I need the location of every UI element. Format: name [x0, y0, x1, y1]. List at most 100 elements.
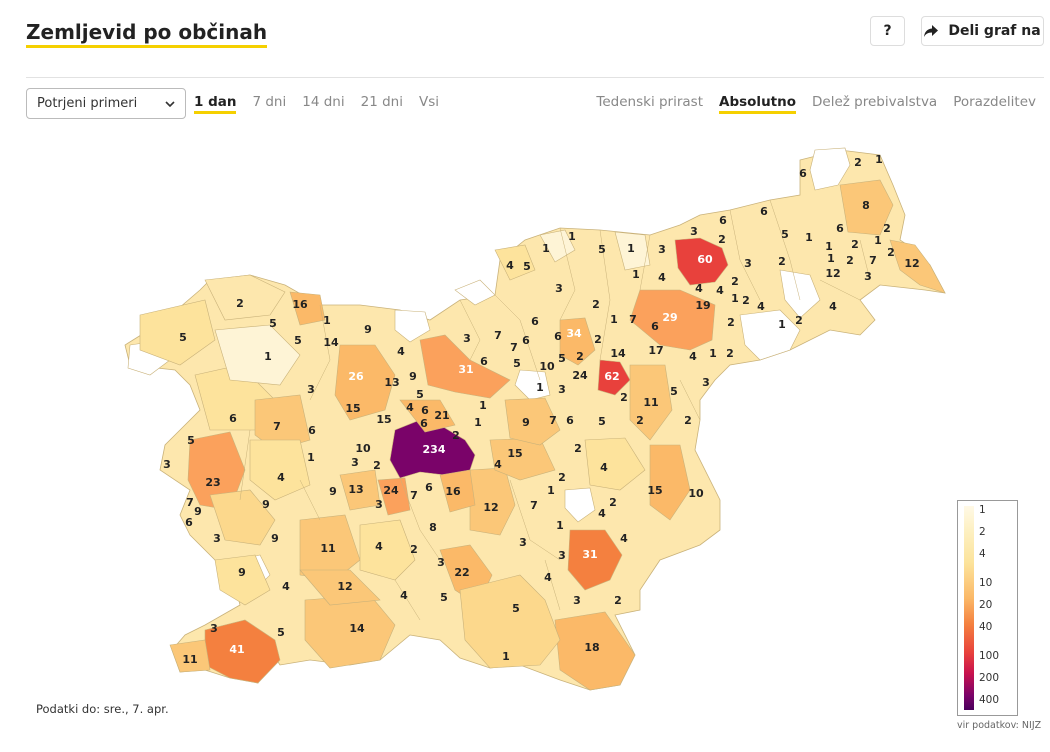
region-value-label: 10: [355, 442, 371, 455]
help-button[interactable]: ?: [870, 16, 905, 46]
region-value-label: 4: [757, 300, 765, 313]
legend-tick: 40: [979, 621, 993, 633]
data-source-note: vir podatkov: NIJZ: [957, 720, 1042, 731]
region-value-label: 7: [273, 420, 281, 433]
region-value-label: 6: [531, 315, 539, 328]
region-value-label: 7: [510, 341, 518, 354]
region-value-label: 5: [187, 434, 195, 447]
region-value-label: 4: [375, 540, 383, 553]
region-value-label: 2: [574, 442, 582, 455]
region-value-label: 6: [229, 412, 237, 425]
region-value-label: 13: [384, 376, 399, 389]
tab-tedenski-prirast[interactable]: Tedenski prirast: [596, 94, 704, 110]
region-value-label: 6: [308, 424, 316, 437]
region-value-label: 2: [854, 156, 862, 169]
help-button-label: ?: [883, 23, 892, 39]
mode-tabs: Tedenski prirast Absolutno Delež prebiva…: [596, 94, 1036, 114]
region-value-label: 1: [874, 234, 882, 247]
region-value-label: 2: [684, 414, 692, 427]
region-value-label: 8: [429, 521, 437, 534]
region-value-label: 17: [648, 344, 663, 357]
region-value-label: 3: [864, 270, 872, 283]
region-value-label: 3: [163, 458, 171, 471]
region-value-label: 5: [416, 388, 424, 401]
tab-delez-prebivalstva[interactable]: Delež prebivalstva: [812, 94, 938, 110]
region-value-label: 2: [614, 594, 622, 607]
tab-14-dni[interactable]: 14 dni: [302, 94, 345, 110]
region-value-label: 22: [454, 566, 469, 579]
region-value-label: 15: [647, 484, 662, 497]
region-value-label: 6: [421, 404, 429, 417]
region-value-label: 2: [846, 254, 854, 267]
region-value-label: 24: [572, 369, 588, 382]
region-value-label: 4: [400, 589, 408, 602]
shaded-regions: [139, 179, 946, 691]
region-value-label: 1: [825, 240, 833, 253]
legend-tick: 10: [979, 577, 993, 589]
legend-tick: 100: [979, 650, 1000, 662]
region-value-label: 3: [437, 556, 445, 569]
region-value-label: 3: [213, 532, 221, 545]
region-value-label: 1: [307, 451, 315, 464]
region-value-label: 4: [494, 458, 502, 471]
metric-select[interactable]: Potrjeni primeri: [26, 88, 186, 119]
region-domzale: [439, 469, 476, 513]
region-ptuj: [629, 289, 716, 351]
region-value-label: 1: [556, 519, 564, 532]
internal-borders: [239, 199, 871, 621]
legend-tick: 1: [979, 504, 986, 516]
region-value-label: 3: [463, 332, 471, 345]
region-value-label: 9: [194, 505, 202, 518]
region-value-label: 3: [351, 456, 359, 469]
region-value-label: 3: [573, 594, 581, 607]
region-value-label: 4: [695, 282, 703, 295]
legend-tick: 4: [979, 548, 986, 560]
region-brezice: [459, 574, 561, 669]
share-button[interactable]: Deli graf na: [921, 16, 1044, 46]
region-value-label: 5: [277, 626, 285, 639]
region-maribor: [674, 237, 729, 286]
region-value-label: 14: [349, 622, 365, 635]
region-value-label: 4: [506, 259, 514, 272]
region-sevnica: [584, 437, 646, 491]
region-value-label: 1: [474, 416, 482, 429]
region-value-label: 5: [598, 415, 606, 428]
region-value-label: 6: [480, 355, 488, 368]
region-kranj: [419, 334, 511, 399]
region-value-label: 6: [185, 516, 193, 529]
region-velenje: [559, 317, 596, 366]
region-value-label: 21: [434, 409, 449, 422]
region-value-label: 12: [904, 257, 919, 270]
region-ravne: [614, 231, 651, 271]
region-value-label: 15: [376, 413, 391, 426]
region-value-label: 3: [658, 243, 666, 256]
tab-21-dni[interactable]: 21 dni: [360, 94, 403, 110]
region-value-label: 2: [620, 391, 628, 404]
region-value-label: 1: [827, 252, 835, 265]
region-value-label: 2: [576, 350, 584, 363]
tab-vsi[interactable]: Vsi: [418, 94, 439, 110]
tab-absolutno[interactable]: Absolutno: [719, 94, 797, 114]
region-value-label: 4: [397, 345, 405, 358]
region-value-label: 4: [277, 471, 285, 484]
region-value-label: 7: [530, 499, 538, 512]
region-value-label: 2: [558, 471, 566, 484]
tab-porazdelitev[interactable]: Porazdelitev: [953, 94, 1036, 110]
region-value-label: 15: [507, 447, 522, 460]
region-value-label: 2: [718, 233, 726, 246]
region-value-label: 1: [627, 242, 635, 255]
region-medvode: [399, 399, 456, 433]
region-value-label: 34: [566, 327, 582, 340]
region-postojna: [209, 489, 276, 546]
tab-1-dan[interactable]: 1 dan: [194, 94, 237, 114]
region-radovljica: [289, 291, 326, 326]
region-value-label: 7: [186, 496, 194, 509]
region-value-label: 24: [383, 484, 399, 497]
region-metlika: [214, 554, 271, 606]
region-value-label: 12: [825, 267, 840, 280]
region-value-label: 1: [632, 268, 640, 281]
region-value-label: 2: [609, 496, 617, 509]
share-arrow-icon: [924, 25, 939, 37]
region-value-label: 2: [594, 333, 602, 346]
tab-7-dni[interactable]: 7 dni: [252, 94, 287, 110]
